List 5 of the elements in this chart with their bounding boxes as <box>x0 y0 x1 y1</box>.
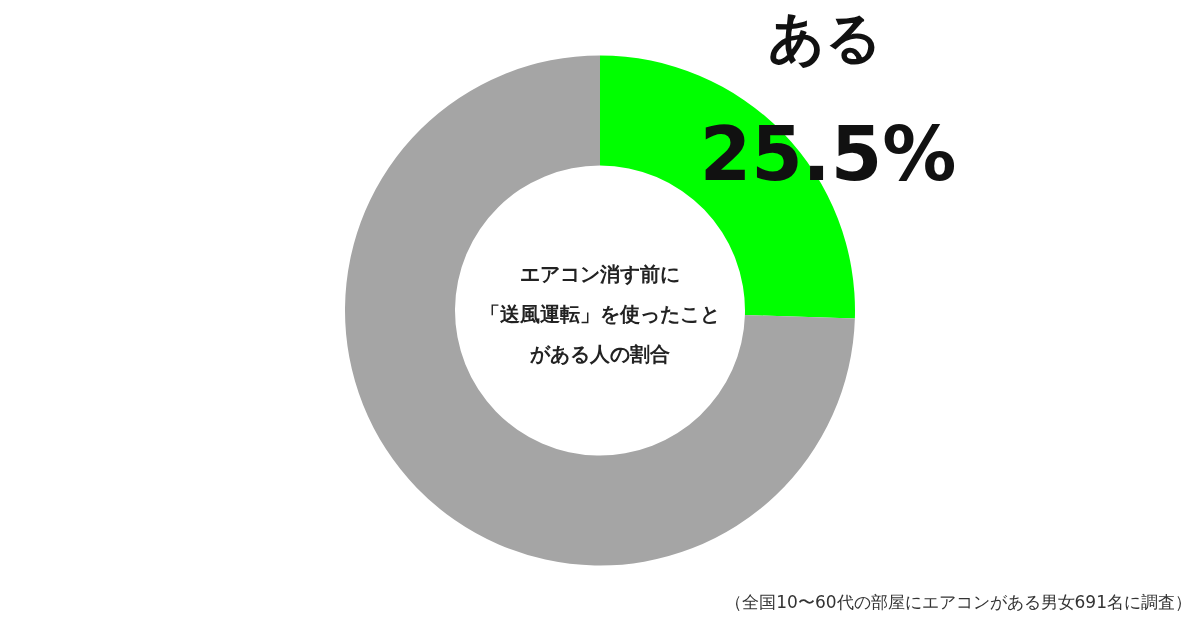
text: エアコン消す前に <box>520 262 680 286</box>
text: （全国10〜60代の部屋にエアコンがある男女691名に調査） <box>725 592 1192 612</box>
text: がある人の割合 <box>529 342 670 366</box>
text: 「送風運転」を使ったこと <box>480 302 720 326</box>
slice-label: ある <box>768 5 882 70</box>
